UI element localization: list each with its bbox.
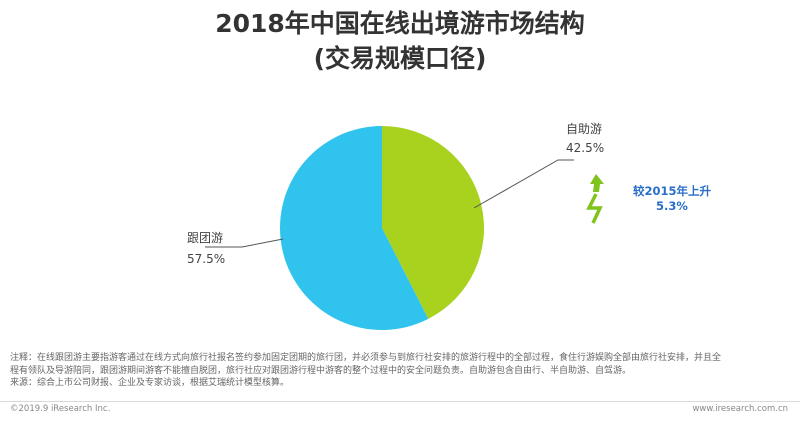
note-line-1: 注释：在线跟团游主要指游客通过在线方式向旅行社报名签约参加固定团期的旅行团，并必… — [10, 353, 722, 363]
copyright: ©2019.9 iResearch Inc. — [10, 404, 111, 414]
leader-line-self-guided — [473, 159, 574, 209]
pie-slice-group-tour — [280, 126, 429, 330]
growth-callout-value: 5.3% — [656, 199, 688, 213]
chart-subtitle: (交易规模口径) — [313, 44, 487, 73]
note-line-2: 程有领队及导游陪同，跟团游期间游客不能擅自脱团，旅行社应对跟团游行程中游客的整个… — [10, 365, 632, 376]
website: www.iresearch.com.cn — [692, 404, 788, 414]
growth-callout: 较2015年上升 5.3% — [616, 184, 728, 214]
pie-slice-self-guided — [382, 126, 484, 319]
leader-line-group-tour — [205, 238, 284, 248]
chart-title: 2018年中国在线出境游市场结构 — [215, 9, 585, 38]
pie-slices — [280, 126, 484, 330]
growth-callout-text: 较2015年上升 — [632, 184, 711, 198]
source-line: 来源：综合上市公司财报、企业及专家访谈，根据艾瑞统计模型核算。 — [10, 378, 290, 388]
slice-label-self-guided-value: 42.5% — [566, 141, 604, 155]
notes: 注释：在线跟团游主要指游客通过在线方式向旅行社报名签约参加固定团期的旅行团，并必… — [10, 352, 792, 390]
growth-arrow-icon — [586, 174, 604, 224]
slice-label-group-tour-value: 57.5% — [187, 252, 225, 266]
footer-divider — [0, 401, 800, 402]
slice-label-self-guided-name: 自助游 — [566, 122, 602, 136]
slice-label-group-tour-name: 跟团游 — [187, 231, 223, 245]
